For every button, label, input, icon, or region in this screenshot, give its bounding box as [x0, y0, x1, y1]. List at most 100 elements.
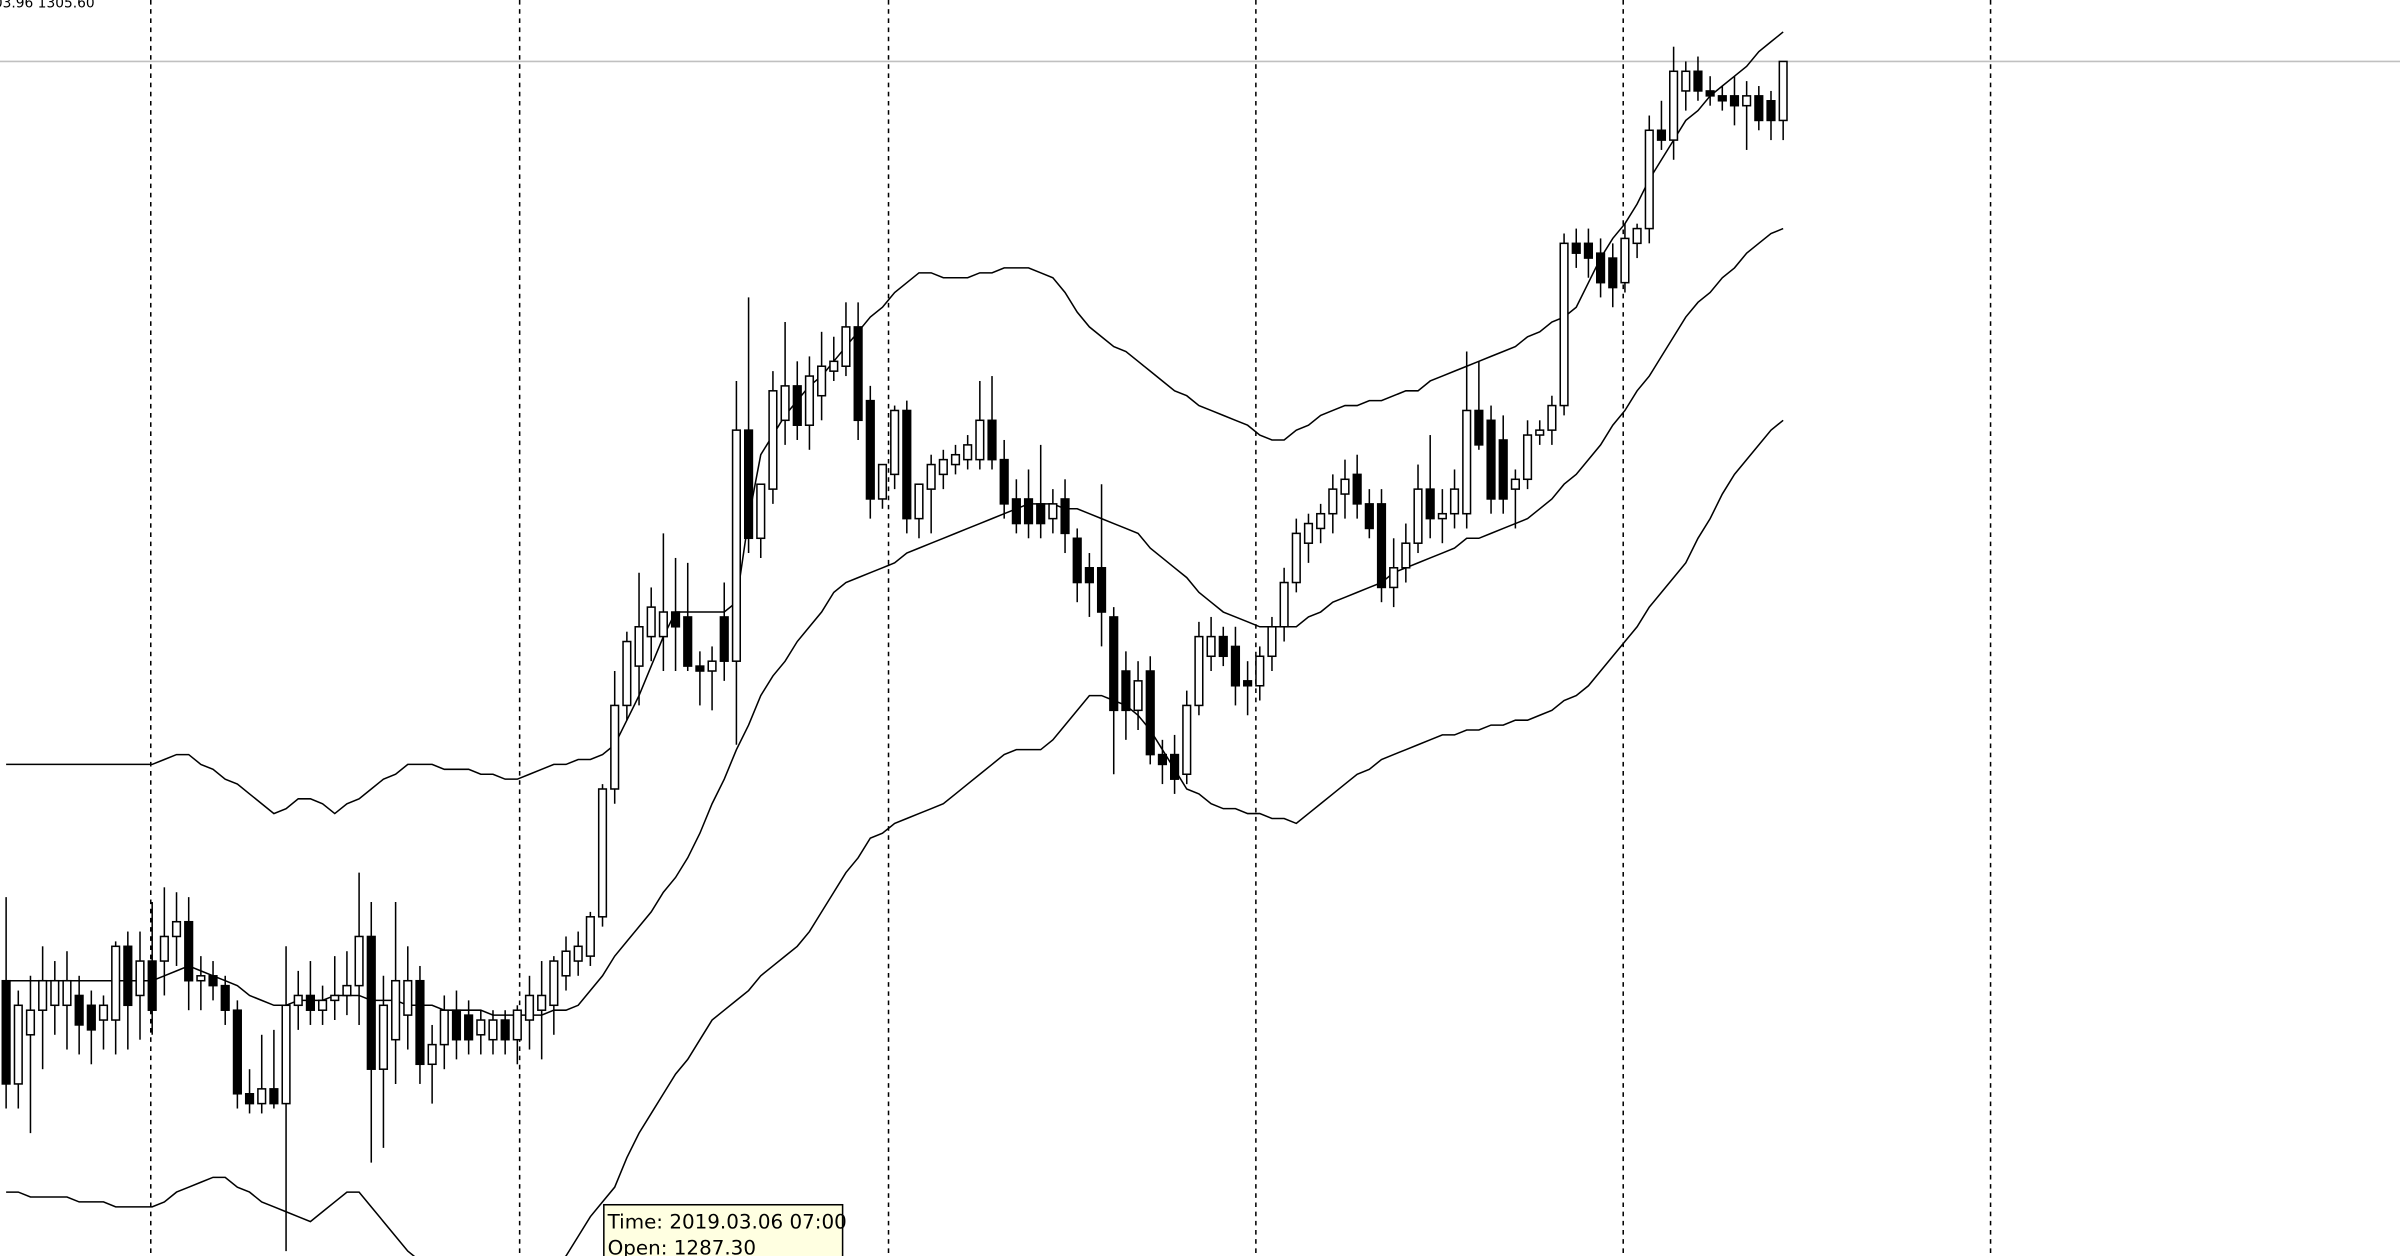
candle-body: [1230, 645, 1241, 687]
candle-body: [1011, 498, 1021, 525]
candle-body: [792, 385, 802, 426]
candle-body: [220, 984, 230, 1011]
candle-body: [1742, 95, 1752, 107]
candle-body: [1133, 680, 1143, 712]
candle-body: [1352, 473, 1362, 505]
candle-body: [865, 399, 875, 500]
candle-body: [13, 1004, 23, 1085]
band-line: [6, 419, 1784, 1256]
candle-body: [1291, 532, 1301, 584]
candle-body: [622, 640, 632, 707]
candle-body: [999, 458, 1009, 505]
candle-body: [1510, 478, 1520, 490]
candle-body: [512, 1009, 522, 1041]
candle-body: [1182, 704, 1192, 776]
candle-body: [293, 994, 303, 1007]
candle-body: [1109, 616, 1119, 712]
candle-body: [1729, 95, 1740, 107]
candle-body: [1766, 100, 1776, 122]
candle-body: [549, 960, 559, 1007]
candle-body: [257, 1088, 267, 1105]
candle-body: [926, 463, 936, 490]
candle-body: [719, 616, 729, 662]
candle-body: [804, 375, 815, 426]
candle-body: [1547, 404, 1557, 431]
candle-body: [914, 483, 924, 520]
candle-body: [707, 660, 717, 672]
candle-body: [123, 945, 133, 1007]
candle-body: [1681, 70, 1691, 92]
candle-body: [938, 458, 948, 476]
candle-body: [1048, 503, 1058, 520]
candle-body: [1583, 242, 1594, 259]
band-line: [6, 227, 1784, 1016]
candle-body: [464, 1014, 474, 1041]
candle-body: [184, 920, 194, 982]
candle-body: [1389, 567, 1399, 589]
tooltip: Time: 2019.03.06 07:00 Open: 1287.30: [603, 1203, 847, 1256]
candle-body: [731, 429, 742, 662]
candle-body: [987, 419, 997, 461]
candle-body: [208, 975, 218, 987]
candle-body: [232, 1009, 242, 1095]
candle-body: [1036, 503, 1046, 525]
candle-body: [890, 409, 900, 476]
candle-body: [877, 463, 888, 500]
candle-body: [1754, 95, 1764, 122]
candle-body: [1401, 542, 1411, 569]
candle-body: [1474, 409, 1484, 446]
candle-body: [1425, 488, 1435, 520]
candle-body: [743, 429, 754, 540]
candle-body: [354, 935, 364, 987]
candle-body: [366, 935, 376, 1070]
candle-body: [147, 960, 157, 1011]
candle-body: [1218, 635, 1228, 658]
candle-body: [500, 1019, 510, 1041]
candle-body: [86, 1004, 96, 1031]
candle-body: [1072, 537, 1082, 584]
candle-body: [1376, 503, 1387, 589]
candle-body: [1169, 753, 1180, 780]
candle-body: [1194, 635, 1204, 707]
tooltip-line: Time: 2019.03.06 07:00: [607, 1210, 847, 1233]
candle-body: [768, 390, 778, 490]
candle-body: [1255, 655, 1265, 687]
candle-body: [780, 385, 790, 422]
candle-body: [439, 1009, 449, 1046]
candle-body: [950, 453, 961, 466]
candle-body: [1364, 503, 1374, 530]
candle-body: [1632, 227, 1642, 245]
candle-body: [74, 994, 84, 1026]
candle-body: [524, 994, 535, 1021]
candle-body: [1084, 567, 1094, 584]
candle-body: [50, 979, 60, 1007]
candle-body: [62, 979, 72, 1007]
candle-body: [1437, 512, 1447, 520]
candle-body: [1644, 129, 1654, 230]
candle-body: [1121, 670, 1131, 712]
candle-body: [1559, 242, 1569, 407]
candle-body: [902, 409, 912, 520]
candle-body: [1157, 753, 1168, 766]
candle-body: [1096, 567, 1107, 613]
candle-body: [537, 994, 547, 1011]
candle-body: [1, 979, 11, 1085]
candle-body: [1717, 95, 1727, 102]
candle-body: [610, 704, 620, 790]
candle-body: [1462, 409, 1472, 515]
candle-body: [1693, 70, 1703, 92]
candle-body: [1340, 478, 1350, 495]
period-separators: [150, 0, 1992, 1256]
candle-body: [1279, 581, 1289, 628]
candle-body: [427, 1043, 437, 1066]
candle-body: [317, 999, 328, 1011]
candle-body: [1145, 670, 1155, 756]
candle-body: [1316, 512, 1326, 530]
tooltip-line: Open: 1287.30: [608, 1236, 756, 1256]
candle-body: [597, 788, 608, 918]
candle-body: [1620, 237, 1630, 284]
candle-body: [1522, 434, 1533, 481]
candle-body: [561, 950, 571, 977]
